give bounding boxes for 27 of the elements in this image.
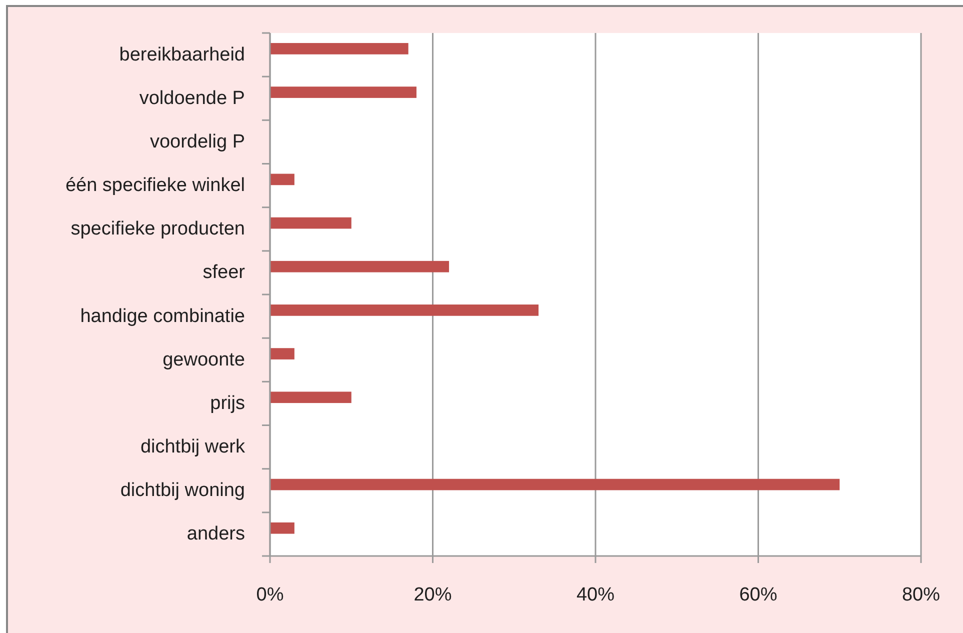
bar [270,478,840,490]
bar [270,43,408,54]
y-tick-label: specifieke producten [70,218,245,240]
y-tick-label: dichtbij werk [140,436,246,458]
x-tick-label: 40% [576,584,615,606]
y-tick-label: dichtbij woning [120,480,245,502]
x-tick-label: 0% [256,584,284,606]
y-tick-label: één specifieke winkel [65,175,245,196]
y-tick-label: voordelig P [150,131,245,152]
bar [270,260,450,272]
y-tick-label: gewoonte [162,349,245,370]
y-tick-label: voldoende P [139,88,245,109]
bar [270,304,539,316]
bar [270,392,352,404]
bar [270,522,294,534]
y-tick-label: bereikbaarheid [119,44,245,66]
bar [270,348,294,360]
x-tick-label: 60% [739,584,778,606]
bar [270,217,352,229]
y-tick-label: anders [186,524,245,545]
x-tick-label: 80% [902,584,940,606]
y-tick-label: sfeer [202,262,246,284]
x-tick-label: 20% [414,584,452,606]
y-tick-label: prijs [210,392,245,414]
bar [270,86,416,98]
y-tick-label: handige combinatie [80,306,245,327]
bar [270,174,294,186]
